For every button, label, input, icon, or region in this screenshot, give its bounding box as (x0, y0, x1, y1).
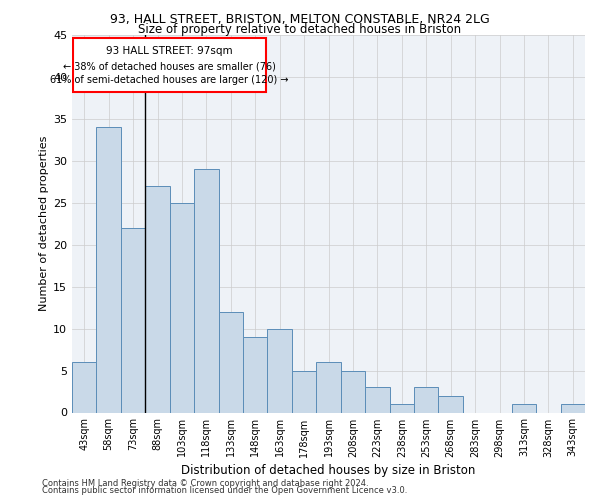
Bar (292, 370, 316, 412)
Bar (194, 169, 218, 412)
Bar (243, 337, 268, 412)
X-axis label: Distribution of detached houses by size in Briston: Distribution of detached houses by size … (181, 464, 476, 476)
Text: Size of property relative to detached houses in Briston: Size of property relative to detached ho… (139, 22, 461, 36)
Bar (365, 388, 389, 412)
Bar (121, 228, 145, 412)
Text: 61% of semi-detached houses are larger (120) →: 61% of semi-detached houses are larger (… (50, 76, 289, 86)
Text: ← 38% of detached houses are smaller (76): ← 38% of detached houses are smaller (76… (63, 61, 276, 71)
Bar (316, 362, 341, 412)
Bar (268, 328, 292, 412)
Y-axis label: Number of detached properties: Number of detached properties (39, 136, 49, 312)
Text: 93 HALL STREET: 97sqm: 93 HALL STREET: 97sqm (106, 46, 233, 56)
Bar (145, 186, 170, 412)
Bar (512, 404, 536, 412)
Bar (414, 388, 439, 412)
Bar (439, 396, 463, 412)
Text: Contains HM Land Registry data © Crown copyright and database right 2024.: Contains HM Land Registry data © Crown c… (42, 478, 368, 488)
Text: 93, HALL STREET, BRISTON, MELTON CONSTABLE, NR24 2LG: 93, HALL STREET, BRISTON, MELTON CONSTAB… (110, 12, 490, 26)
Bar (170, 203, 194, 412)
Bar (218, 312, 243, 412)
Bar (389, 404, 414, 412)
Bar (560, 404, 585, 412)
Bar (341, 370, 365, 412)
Bar (97, 128, 121, 412)
FancyBboxPatch shape (73, 38, 266, 92)
Bar (72, 362, 97, 412)
Text: Contains public sector information licensed under the Open Government Licence v3: Contains public sector information licen… (42, 486, 407, 495)
